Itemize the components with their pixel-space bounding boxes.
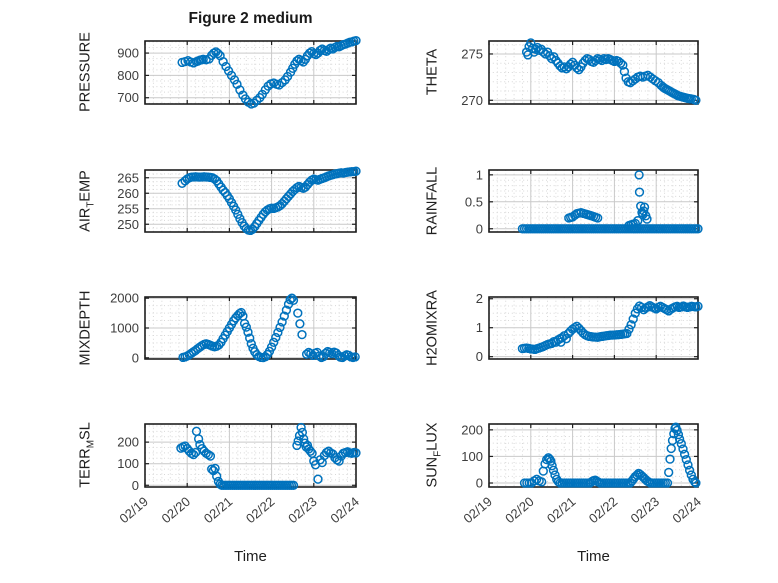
x-tick-label: 02/24 (669, 494, 704, 526)
y-tick-label: 270 (461, 93, 483, 108)
y-tick-label: 100 (117, 456, 139, 471)
xlabel-time-left: Time (234, 548, 267, 565)
y-tick-label: 265 (117, 170, 139, 185)
series-pressure (177, 35, 361, 109)
series-mixdepth (178, 293, 360, 363)
x-tick-label: 02/21 (201, 494, 236, 526)
series-air-temp (177, 166, 361, 236)
y-tick-label: 1000 (110, 321, 139, 336)
figure-title: Figure 2 medium (188, 10, 313, 27)
tick-marks (488, 297, 699, 359)
ylabel-mixdepth: MIXDEPTH (77, 290, 94, 366)
y-tick-label: 250 (117, 217, 139, 232)
series-h2omixra (517, 301, 703, 355)
y-tick-label: 2000 (110, 291, 139, 306)
y-tick-label: 275 (461, 46, 483, 61)
y-tick-label: 900 (117, 46, 139, 61)
major-grid (489, 297, 698, 359)
y-tick-label: 0 (132, 350, 139, 365)
x-tick-label: 02/22 (586, 494, 621, 526)
subplot-h2omixra: 0 1 2 (476, 291, 703, 364)
y-tick-label: 200 (461, 422, 483, 437)
ylabel-h2omixra: H2OMIXRA (424, 290, 441, 366)
x-tick-label: 02/24 (327, 494, 362, 526)
x-tick-label: 02/20 (159, 494, 194, 526)
subplot-terr-msl: 0 100 200 02/19 02/20 02/21 02/22 02/23 02/24 (116, 422, 362, 526)
y-tick-label: 0 (476, 476, 483, 491)
minor-grid (145, 424, 356, 487)
ylabel-terr-msl: TERRMSL (77, 422, 97, 488)
y-tick-label: 0.5 (465, 194, 483, 209)
x-tick-label: 02/23 (285, 494, 320, 526)
y-tick-label: 700 (117, 90, 139, 105)
axes-box (488, 423, 699, 488)
axes-box (488, 40, 699, 105)
x-tick-label: 02/23 (628, 494, 663, 526)
subplot-rainfall: 00.51 (465, 167, 703, 236)
y-tick-label: 1 (476, 320, 483, 335)
y-tick-label: 0 (476, 349, 483, 364)
x-tick-label: 02/21 (544, 494, 579, 526)
subplot-mixdepth: 0 1000 2000 (110, 291, 360, 365)
xlabel-time-right: Time (577, 548, 610, 565)
y-tick-label: 0 (476, 221, 483, 236)
minor-grid (489, 424, 698, 487)
y-tick-label: 100 (461, 449, 483, 464)
y-tick-label: 800 (117, 68, 139, 83)
x-tick-label: 02/19 (460, 494, 495, 526)
minor-grid (489, 170, 698, 232)
y-tick-label: 2 (476, 291, 483, 306)
minor-grid (489, 41, 698, 104)
series-theta (521, 38, 701, 105)
x-tick-label: 02/22 (243, 494, 278, 526)
ylabel-sun-flux: SUNFLUX (424, 422, 444, 488)
subplot-pressure: 700 800 900 (117, 35, 361, 109)
ylabel-rainfall: RAINFALL (424, 166, 441, 236)
ylabel-pressure: PRESSURE (77, 32, 94, 112)
y-tick-label: 0 (132, 478, 139, 493)
x-tick-label: 02/19 (116, 494, 151, 526)
x-tick-label: 02/20 (502, 494, 537, 526)
series-terr-msl (176, 422, 361, 490)
series-sun-flux (519, 422, 701, 488)
y-tick-label: 1 (476, 167, 483, 182)
subplot-theta: 270 275 (461, 38, 701, 108)
y-tick-label: 200 (117, 435, 139, 450)
minor-grid (145, 170, 356, 232)
ylabel-air-temp: AIRTEMP (77, 170, 97, 232)
series-rainfall (517, 170, 703, 234)
subplot-sun-flux: 0 100 200 02/19 02/20 02/21 02/22 02/23 02/24 (460, 422, 704, 526)
ylabel-theta: THETA (424, 48, 441, 96)
y-tick-label: 255 (117, 201, 139, 216)
y-tick-label: 260 (117, 186, 139, 201)
